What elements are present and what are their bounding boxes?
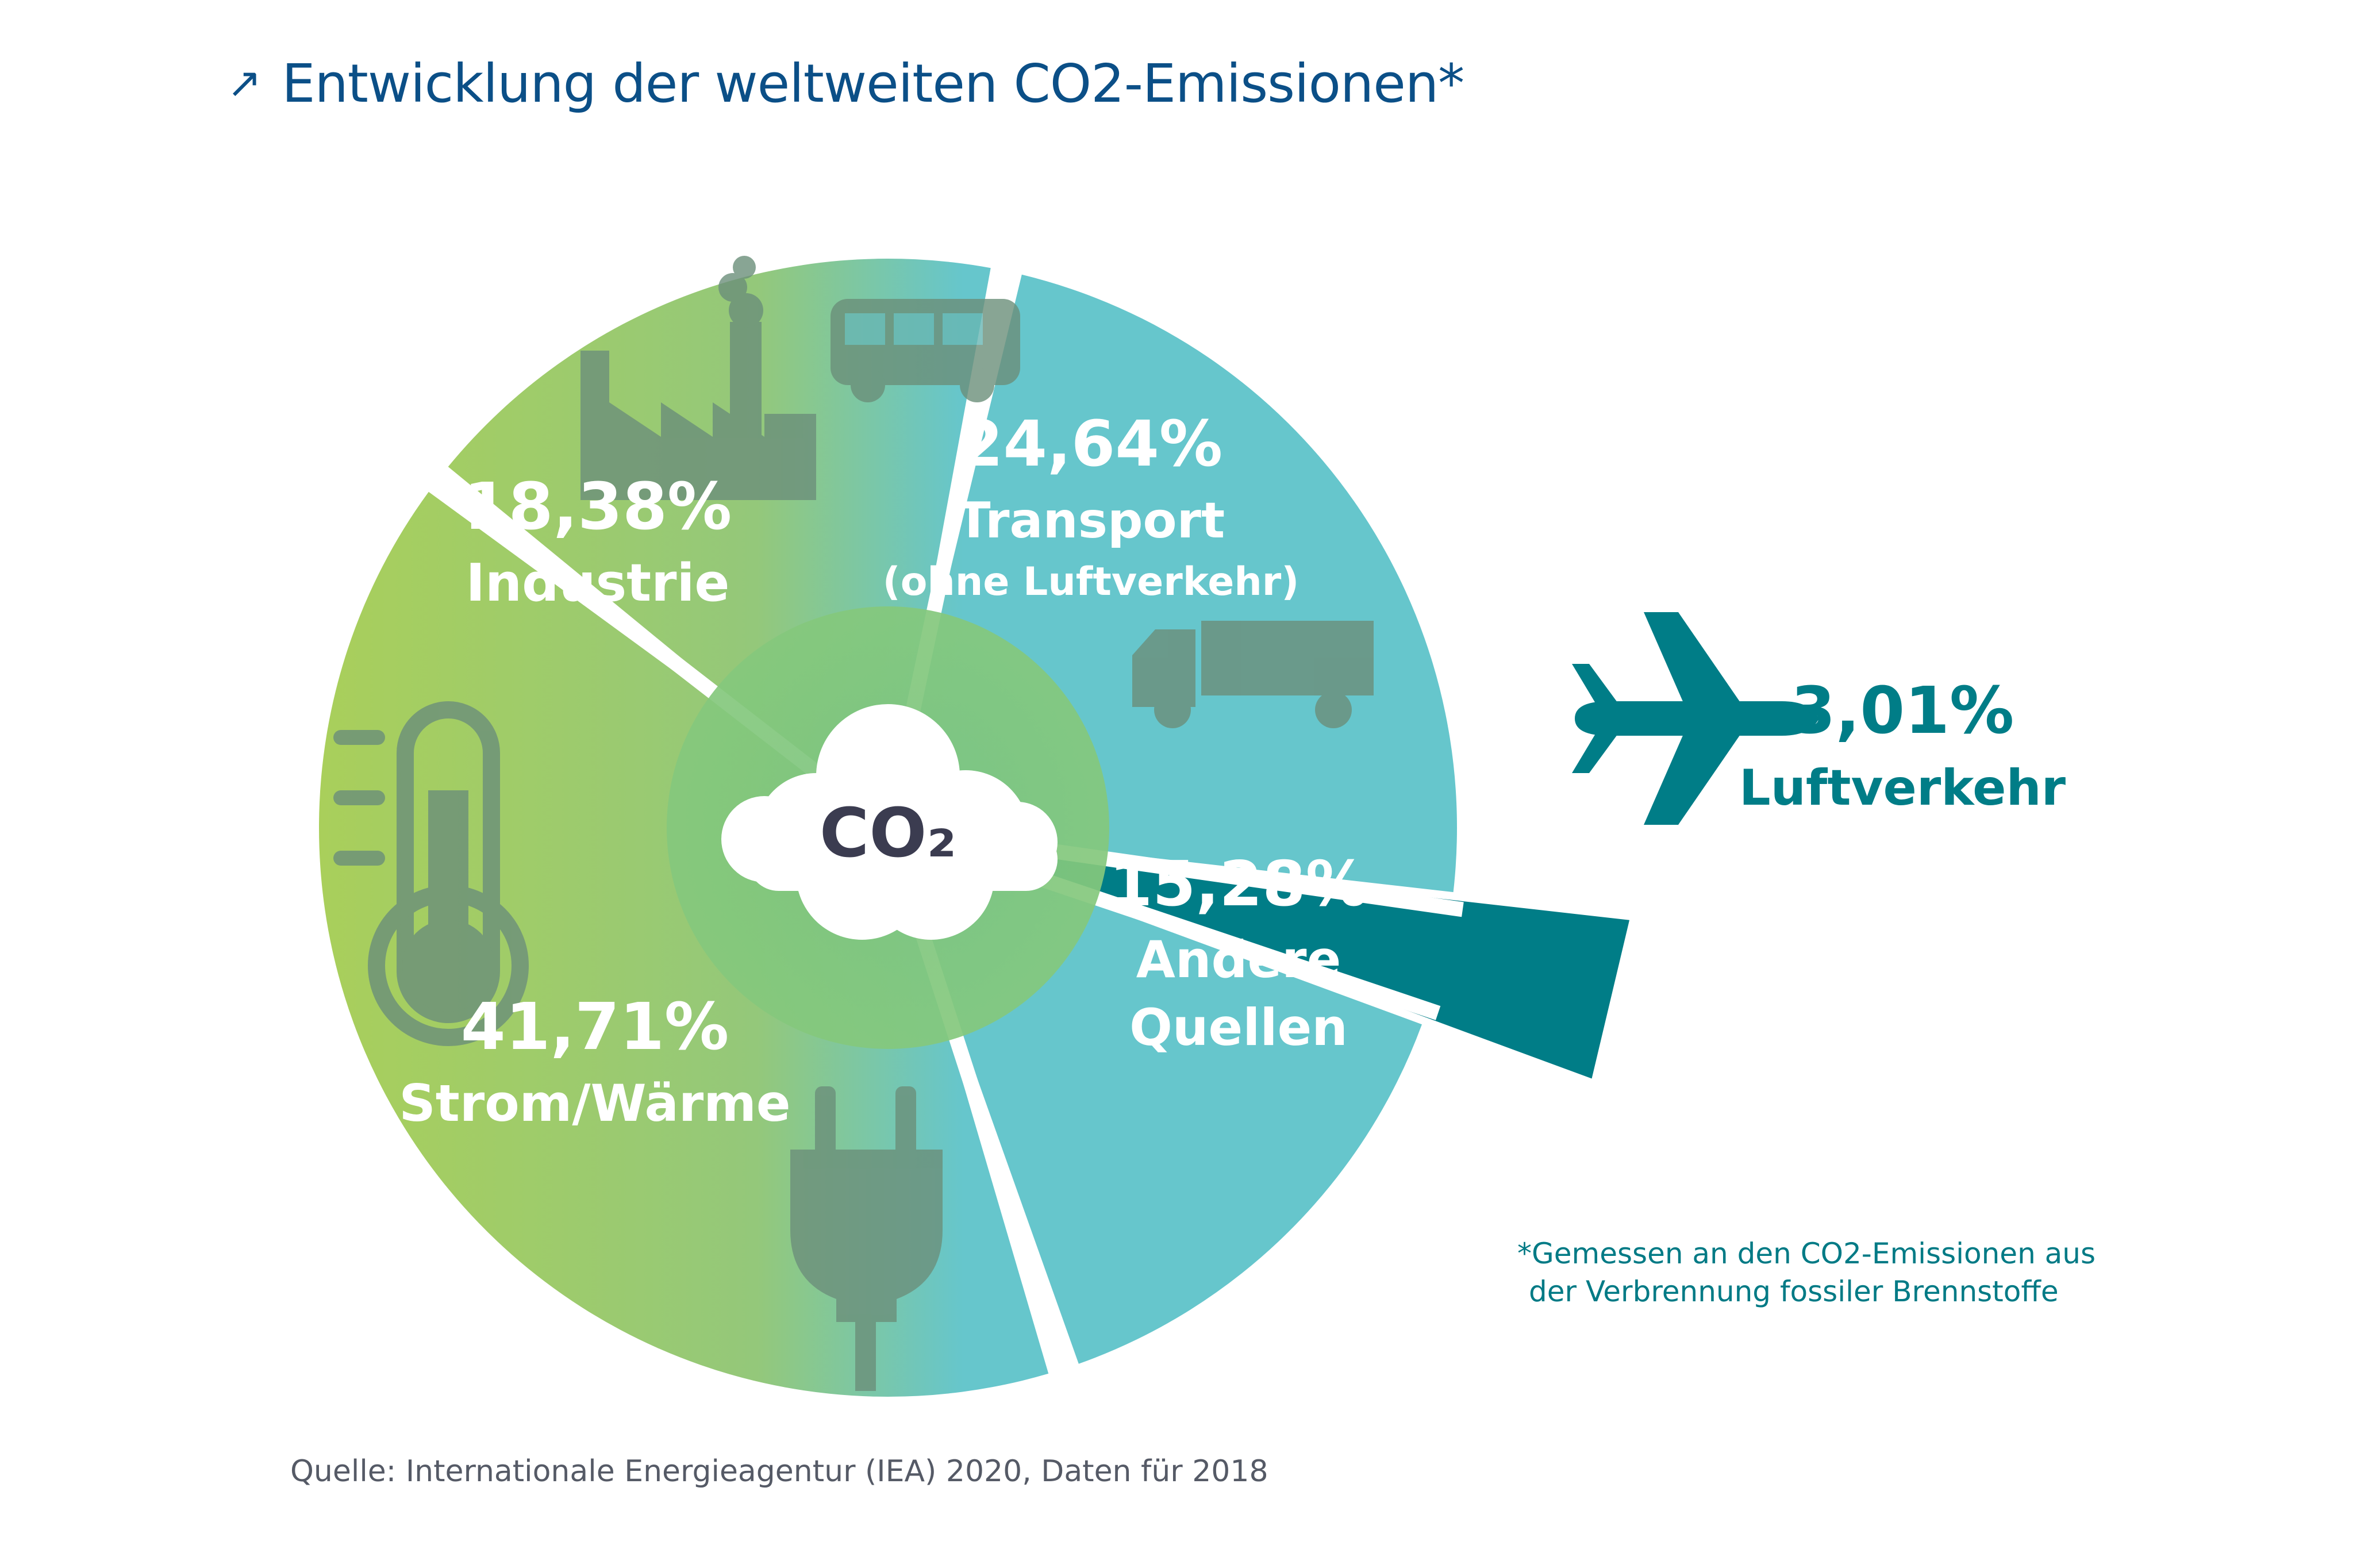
value-label-strom-w-rme: 41,71% <box>461 990 729 1064</box>
footnote-line-1: *Gemessen an den CO2-Emissionen aus <box>1517 1237 2096 1270</box>
category-label-luftverkehr: Luftverkehr <box>1739 759 2066 817</box>
label-andere-quellen: 15,28% Andere Quellen <box>1109 848 1368 1057</box>
cloud-icon <box>721 704 1058 940</box>
category-label-strom-w-rme: Strom/Wärme <box>399 1074 790 1133</box>
category-sublabel-transport: (ohne Luftverkehr) <box>883 559 1300 605</box>
truck-icon <box>1132 621 1374 728</box>
label-strom-w-rme: 41,71% Strom/Wärme <box>399 990 790 1133</box>
source-note: Quelle: Internationale Energieagentur (I… <box>290 1454 1268 1489</box>
pie-labels: 24,64% Transport (ohne Luftverkehr) 3,01% Lu… <box>399 407 2066 1133</box>
airplane-icon <box>1572 612 1819 825</box>
center-label: CO₂ <box>820 793 957 873</box>
footnote: *Gemessen an den CO2-Emissionen aus der … <box>1517 1235 2096 1310</box>
value-label-luftverkehr: 3,01% <box>1791 674 2014 748</box>
label-luftverkehr: 3,01% Luftverkehr <box>1739 674 2066 817</box>
bus-icon <box>831 299 1020 402</box>
value-label-industrie: 18,38% <box>464 470 732 544</box>
pie-inner-circle: CO₂ <box>667 606 1109 1049</box>
arrow-up-right-icon: ↗ <box>227 59 262 107</box>
chart-title-text: Entwicklung der weltweiten CO2-Emissione… <box>282 53 1464 114</box>
value-label-andere-quellen: 15,28% <box>1109 848 1368 920</box>
label-transport: 24,64% Transport (ohne Luftverkehr) <box>883 407 1300 605</box>
footnote-line-2: der Verbrennung fossiler Brennstoffe <box>1529 1275 2059 1308</box>
factory-icon <box>580 256 816 500</box>
category-label-transport: Transport <box>957 492 1225 549</box>
thermometer-icon <box>333 701 529 1046</box>
pie-icons <box>333 256 1819 1391</box>
category-label-industrie: Industrie <box>466 553 730 613</box>
category-label-andere-quellen: Quellen <box>1129 998 1348 1057</box>
category-label-andere-quellen: Andere <box>1136 930 1341 989</box>
label-industrie: 18,38% Industrie <box>464 470 732 613</box>
plug-icon <box>790 1086 943 1391</box>
value-label-transport: 24,64% <box>959 407 1222 481</box>
chart-title: ↗ Entwicklung der weltweiten CO2-Emission… <box>227 53 1464 114</box>
